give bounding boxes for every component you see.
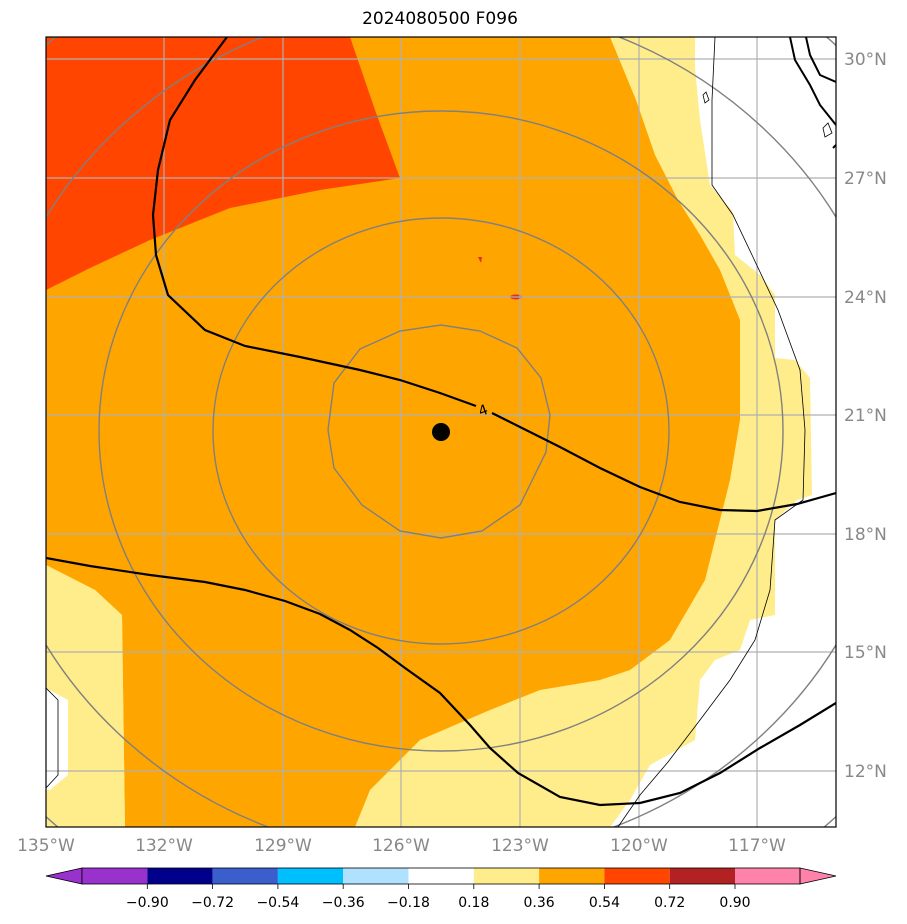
lon-tick-labels: 135°W 132°W 129°W 126°W 123°W 120°W 117°… [17, 836, 786, 856]
colorbar-tick-label: 0.18 [458, 895, 489, 911]
colorbar-segment [343, 868, 409, 884]
colorbar-segment [473, 868, 540, 884]
coastlines [46, 37, 833, 827]
lon-tick-label: 123°W [491, 836, 549, 856]
shade-red [46, 37, 400, 290]
colorbar-segment [277, 868, 344, 884]
colorbar-tick-label: 0.54 [589, 895, 620, 911]
shade-darkred-speck-1 [478, 257, 482, 263]
colorbar-extend-low [45, 867, 83, 885]
colorbar-segment [147, 868, 213, 884]
colorbar-segment [669, 868, 735, 884]
colorbar-tick-label: 0.72 [654, 895, 685, 911]
colorbar-segment [604, 868, 670, 884]
lat-tick-label: 12°N [844, 762, 887, 782]
lat-tick-label: 18°N [844, 525, 887, 545]
colorbar-tick-label: −0.36 [322, 895, 365, 911]
colorbar-extend-high [799, 867, 837, 885]
colorbar-frame [81, 867, 801, 885]
colorbar-tick-label: −0.72 [191, 895, 234, 911]
colorbar-segment [82, 868, 148, 884]
contour-lines [46, 37, 836, 807]
map-title: 2024080500 F096 [362, 9, 518, 29]
contour-south [46, 556, 836, 807]
colorbar-tick-label: −0.18 [387, 895, 430, 911]
contour-north [151, 37, 477, 408]
lon-tick-label: 120°W [610, 836, 668, 856]
colorbar-segment [408, 868, 474, 884]
lat-tick-labels: 30°N 27°N 24°N 21°N 18°N 15°N 12°N [844, 50, 887, 782]
lon-tick-label: 126°W [372, 836, 430, 856]
range-ring-1 [327, 324, 551, 539]
range-ring-2 [212, 217, 670, 645]
colorbar-segment [539, 868, 605, 884]
colorbar-tick-label: −0.90 [126, 895, 169, 911]
lat-tick-label: 27°N [844, 169, 887, 189]
lon-tick-label: 132°W [135, 836, 193, 856]
colorbar-segment [212, 868, 278, 884]
gridlines [46, 37, 836, 827]
shade-orange [46, 37, 740, 827]
lon-tick-label: 135°W [17, 836, 75, 856]
colorbar-tick-label: −0.54 [256, 895, 299, 911]
colorbar-tick-label: 0.36 [524, 895, 555, 911]
colorbar-tick-label: 0.90 [719, 895, 750, 911]
lat-tick-label: 24°N [844, 288, 887, 308]
lon-tick-label: 129°W [254, 836, 312, 856]
lat-tick-label: 30°N [844, 50, 887, 70]
colorbar-segment [735, 868, 800, 884]
lat-tick-label: 15°N [844, 643, 887, 663]
colorbar: −0.90 −0.72 −0.54 −0.36 −0.18 0.18 0.36 … [45, 867, 837, 911]
contour-north-cont [491, 412, 836, 513]
lat-tick-label: 21°N [844, 406, 887, 426]
storm-center-marker [432, 423, 450, 441]
range-ring-3 [98, 110, 784, 752]
map-frame [45, 36, 837, 828]
lon-tick-label: 117°W [728, 836, 786, 856]
land-lowerleft [46, 688, 68, 790]
